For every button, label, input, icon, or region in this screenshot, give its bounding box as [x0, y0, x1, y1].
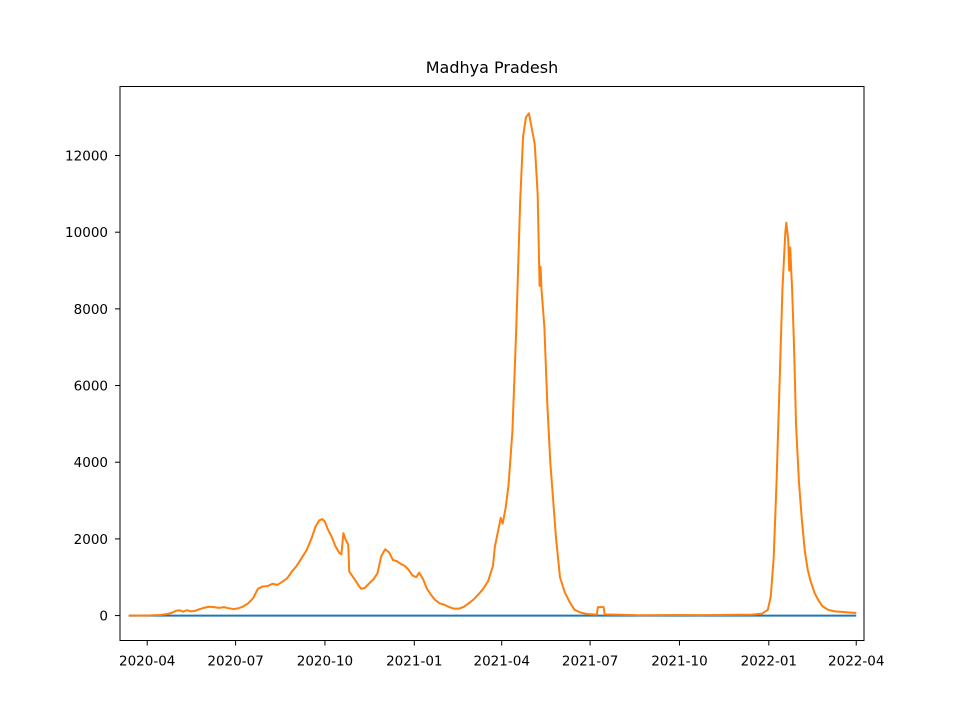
- x-tick-label: 2020-10: [297, 654, 353, 670]
- x-tick-label: 2021-07: [562, 654, 618, 670]
- x-tick-label: 2021-01: [386, 654, 442, 670]
- y-tick-label: 4000: [74, 455, 108, 471]
- x-axis: 2020-04 2020-07 2020-10 2021-01 2021-04 2021-…: [119, 640, 884, 670]
- plot-frame: [119, 86, 865, 641]
- y-axis: 0 2000 4000 6000 8000 10000 12000: [65, 149, 120, 625]
- y-tick-label: 10000: [65, 225, 108, 241]
- x-tick-label: 2021-10: [651, 654, 707, 670]
- y-tick-label: 12000: [65, 149, 108, 165]
- x-tick-label: 2022-01: [741, 654, 797, 670]
- x-tick-label: 2020-07: [207, 654, 263, 670]
- x-tick-label: 2020-04: [119, 654, 175, 670]
- y-tick-label: 0: [99, 609, 108, 625]
- y-tick-label: 2000: [74, 532, 108, 548]
- x-tick-label: 2021-04: [474, 654, 530, 670]
- series-line-2: [128, 112, 857, 617]
- y-tick-label: 6000: [74, 379, 108, 395]
- series-layer: [128, 112, 857, 617]
- chart-title: Madhya Pradesh: [426, 58, 559, 77]
- y-tick-label: 8000: [74, 302, 108, 318]
- x-tick-label: 2022-04: [828, 654, 884, 670]
